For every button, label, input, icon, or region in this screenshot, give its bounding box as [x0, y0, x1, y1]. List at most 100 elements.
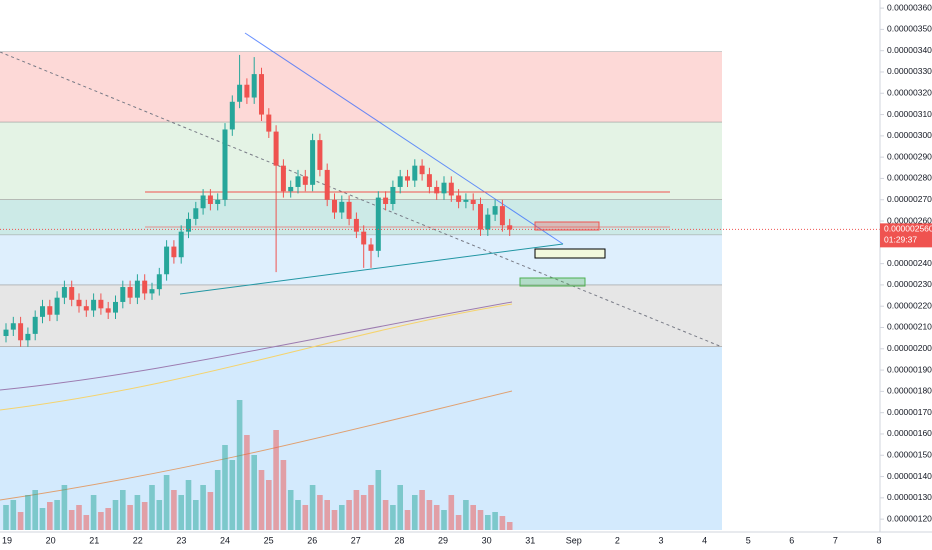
volume-bar [214, 470, 221, 530]
candle-body [317, 140, 323, 170]
volume-bar [120, 490, 126, 530]
candle-body [105, 308, 111, 313]
y-tick-label: 0.0000033000 [887, 66, 932, 76]
x-tick-label: 2 [615, 535, 620, 545]
volume-bar [309, 485, 316, 530]
candle-body [507, 225, 513, 230]
y-tick-label: 0.0000016000 [887, 428, 932, 438]
volume-bar [506, 522, 513, 530]
volume-bar [412, 495, 418, 530]
candle-body [251, 74, 257, 98]
volume-bar [317, 495, 323, 530]
y-tick-label: 0.0000013000 [887, 492, 932, 502]
x-tick-label: 23 [176, 535, 186, 545]
candle-body [156, 274, 162, 290]
volume-bar [382, 500, 389, 530]
candle-body [120, 287, 126, 302]
candle-body [485, 214, 491, 230]
candle-body [426, 174, 432, 187]
volume-bar [98, 512, 104, 530]
candle-body [207, 195, 213, 204]
volume-bar [163, 475, 170, 530]
x-tick-label: 31 [525, 535, 535, 545]
x-tick-label: 7 [833, 535, 838, 545]
candle-body [3, 329, 9, 337]
volume-bar [470, 505, 476, 530]
candle-body [456, 195, 462, 202]
y-tick-label: 0.0000022000 [887, 300, 932, 310]
volume-bar [229, 460, 236, 530]
volume-bar [32, 490, 38, 530]
volume-bar [134, 495, 141, 530]
ma-line [0, 303, 513, 411]
volume-bar [441, 510, 447, 530]
y-tick-label: 0.0000029000 [887, 151, 932, 161]
volume-bar [419, 490, 425, 530]
y-tick-label: 0.0000028000 [887, 173, 932, 183]
volume-bar [287, 490, 294, 530]
candle-body [441, 182, 447, 194]
candle-body [127, 287, 133, 298]
volume-bar [390, 505, 396, 530]
volume-bar [244, 435, 250, 530]
candle-body [332, 199, 337, 213]
volume-bar [54, 500, 60, 530]
candle-body [61, 287, 67, 298]
volume-bar [25, 495, 31, 530]
candle-body [324, 169, 330, 200]
x-tick-label: 30 [482, 535, 492, 545]
x-tick-label: 4 [702, 535, 707, 545]
x-tick-label: 28 [394, 535, 404, 545]
x-tick-label: 21 [89, 535, 99, 545]
candle-body [54, 297, 60, 315]
candle-body [288, 186, 294, 192]
volume-bar [3, 505, 9, 530]
y-tick-label: 0.0000023000 [887, 279, 932, 289]
candle-body [47, 306, 53, 315]
volume-bar [258, 470, 265, 530]
candle-body [259, 74, 264, 115]
volume-bar [404, 510, 411, 530]
candle-body [383, 197, 389, 204]
volume-bar [193, 500, 199, 530]
y-tick-label: 0.0000027000 [887, 194, 932, 204]
candle-body [463, 199, 469, 202]
candle-body [448, 182, 454, 196]
x-tick-label: 19 [2, 535, 12, 545]
volume-bar [397, 485, 403, 530]
y-tick-label: 0.0000036000 [887, 2, 932, 12]
candle-body [18, 323, 24, 341]
zone [0, 51, 722, 123]
countdown: 01:29:37 [884, 235, 917, 245]
box [519, 277, 586, 287]
y-tick-label: 0.0000017000 [887, 407, 932, 417]
candle-body [295, 176, 301, 187]
candle-body [478, 203, 483, 230]
candle-body [229, 101, 235, 130]
volume-bar [171, 490, 177, 530]
candle-body [186, 218, 191, 232]
candle-body [280, 165, 286, 192]
candle-body [266, 114, 272, 132]
candle-body [434, 186, 440, 194]
volume-bar [39, 508, 46, 530]
y-tick-label: 0.0000021000 [887, 322, 932, 332]
candle-body [164, 246, 170, 275]
box [534, 248, 606, 259]
volume-bar [185, 480, 192, 530]
volume-bar [499, 516, 506, 530]
candle-body [397, 176, 403, 187]
volume-bar [112, 500, 119, 530]
volume-bar [251, 455, 257, 530]
candle-body [302, 176, 308, 185]
last-price-box [880, 223, 932, 248]
x-tick-label: 25 [264, 535, 274, 545]
candle-body [193, 208, 199, 219]
volume-bar [156, 500, 163, 530]
dashed-trendline [0, 51, 723, 348]
candle-body [499, 206, 505, 226]
volume-bar [485, 515, 491, 530]
x-tick-label: 27 [351, 535, 361, 545]
volume-bar [339, 505, 345, 530]
